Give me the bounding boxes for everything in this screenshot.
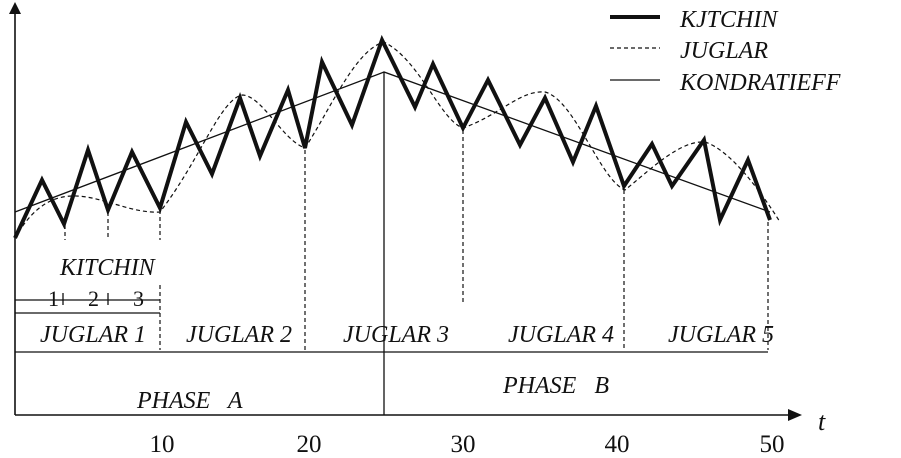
x-tick-40: 40 (605, 431, 630, 458)
x-tick-30: 30 (451, 431, 476, 458)
phase-a-label: PHASE A (136, 388, 243, 414)
juglar-curve (14, 41, 781, 239)
x-axis-label: t (818, 407, 826, 436)
x-tick-10: 10 (150, 431, 175, 458)
juglar-label-4: JUGLAR 4 (508, 322, 614, 348)
juglar-label-2: JUGLAR 2 (186, 322, 292, 348)
kondratieff-curve (14, 71, 771, 213)
x-tick-50: 50 (760, 431, 785, 458)
kitchin-title: KITCHIN (59, 255, 157, 281)
y-axis-arrow (9, 2, 21, 14)
kitchin-number-3: 3 (133, 286, 144, 311)
legend-kondratieff-label: KONDRATIEFF (679, 70, 841, 96)
kitchin-number-1: 1 (48, 286, 59, 311)
kitchin-curve (13, 34, 772, 239)
juglar-label-3: JUGLAR 3 (343, 322, 449, 348)
x-tick-20: 20 (297, 431, 322, 458)
juglar-label-1: JUGLAR 1 (40, 322, 146, 348)
phase-b-label: PHASE B (502, 373, 609, 399)
legend-juglar-label: JUGLAR (680, 38, 768, 64)
kitchin-number-2: 2 (88, 286, 99, 311)
x-axis-arrow (788, 409, 802, 421)
juglar-label-5: JUGLAR 5 (668, 322, 774, 348)
legend-kitchin-label: KJTCHIN (679, 7, 779, 33)
